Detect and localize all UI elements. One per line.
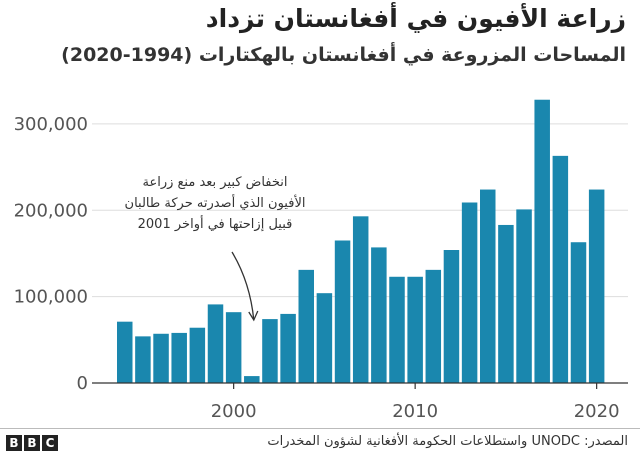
bar-2009 [389,276,405,383]
bbc-logo-letter: B [6,435,22,451]
bbc-logo: B B C [6,435,58,451]
bar-2006 [334,240,351,383]
bar-2014 [480,189,496,383]
bar-2008 [371,247,387,383]
annotation-line: انخفاض كبير بعد منع زراعة [142,175,287,190]
bbc-logo-letter: B [24,435,40,451]
bar-1994 [117,321,133,383]
footer: B B C المصدر: UNODC واستطلاعات الحكومة ا… [0,428,640,457]
chart-subtitle: المساحات المزروعة في أفغانستان بالهكتارا… [61,44,626,66]
x-tick-label: 2010 [392,401,438,422]
y-tick-label: 200,000 [14,200,88,221]
x-axis: 2000 2010 2020 [92,382,628,422]
bar-1996 [153,333,169,383]
y-tick-label: 100,000 [14,287,88,308]
bar-1997 [171,332,187,383]
bar-2002 [262,319,278,383]
x-tick-label: 2000 [211,401,257,422]
bar-2000 [225,312,242,383]
bar-1998 [189,327,206,383]
y-axis-labels: 0 100,000 200,000 300,000 [14,114,88,394]
source-note: المصدر: UNODC واستطلاعات الحكومة الأفغان… [267,434,628,449]
bar-2018 [552,155,569,383]
bar-chart: 0 100,000 200,000 300,000 2000 2010 2020 انخف… [14,99,628,422]
bar-1995 [135,336,151,383]
bar-2005 [316,293,333,383]
bar-2011 [425,269,442,383]
bar-2020 [588,189,605,383]
chart-title: زراعة الأفيون في أفغانستان تزداد [205,4,626,33]
bar-1999 [207,304,224,383]
bar-2017 [534,99,550,384]
bar-2007 [352,216,369,383]
annotation: انخفاض كبير بعد منع زراعة الأفيون الذي أص… [125,175,306,322]
bar-2012 [443,250,460,383]
annotation-arrowhead [248,310,259,322]
bar-2010 [407,276,423,383]
bar-2013 [461,202,478,383]
x-tick-label: 2020 [574,401,620,422]
bar-2003 [280,313,296,383]
bars [117,99,605,384]
bar-2016 [516,209,532,383]
y-tick-label: 300,000 [14,114,88,135]
annotation-line: قبيل إزاحتها في أواخر 2001 [138,215,293,232]
bar-2015 [498,224,514,383]
bar-2004 [298,269,314,383]
y-tick-label: 0 [77,373,88,394]
annotation-arrow [231,251,255,321]
bbc-logo-letter: C [42,435,58,451]
bar-2019 [570,242,587,383]
bar-2001 [244,376,260,383]
annotation-line: الأفيون الذي أصدرته حركة طالبان [125,194,306,211]
